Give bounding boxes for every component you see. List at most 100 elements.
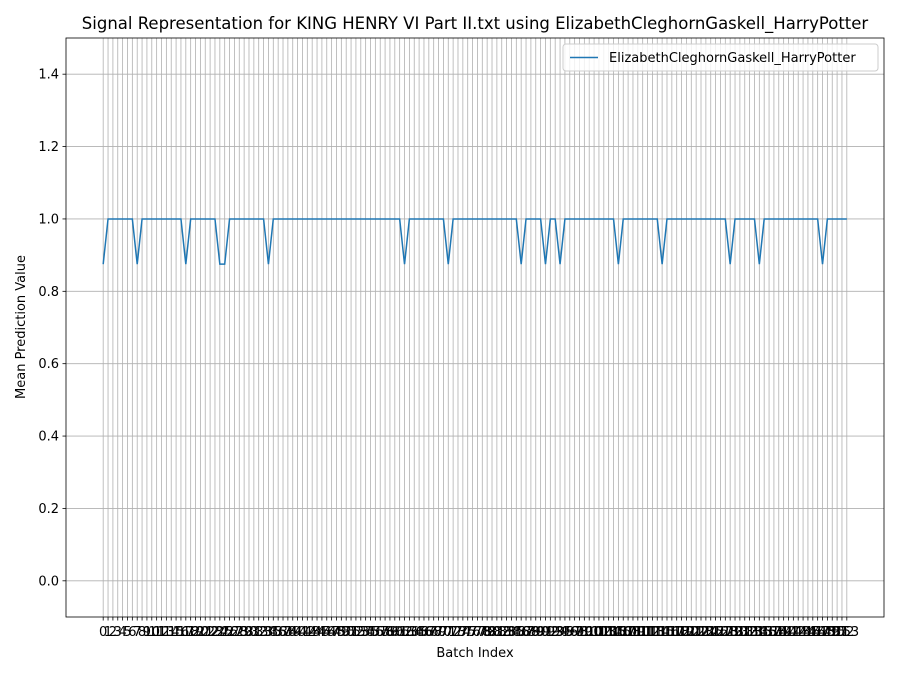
x-tick-label: 114 — [645, 625, 670, 640]
x-tick-label: 33 — [255, 625, 272, 640]
y-tick-label: 1.4 — [38, 68, 59, 83]
x-tick-label: 49 — [333, 625, 350, 640]
x-tick-label: 113 — [640, 625, 665, 640]
x-tick-label: 71 — [440, 625, 457, 640]
x-tick-label: 70 — [435, 625, 452, 640]
x-tick-label: 65 — [411, 625, 428, 640]
x-tick-label: 41 — [294, 625, 311, 640]
x-tick-label: 35 — [265, 625, 282, 640]
x-tick-label: 148 — [810, 625, 835, 640]
x-tick-label: 50 — [338, 625, 355, 640]
x-tick-label: 146 — [800, 625, 825, 640]
x-tick-label: 143 — [786, 625, 811, 640]
x-tick-label: 145 — [796, 625, 821, 640]
x-tick-label: 12 — [153, 625, 170, 640]
x-tick-label: 82 — [493, 625, 510, 640]
x-tick-label: 128 — [713, 625, 738, 640]
x-tick-label: 147 — [805, 625, 830, 640]
x-tick-label: 36 — [270, 625, 287, 640]
x-tick-label: 1 — [104, 625, 112, 640]
x-tick-label: 38 — [280, 625, 297, 640]
x-tick-label: 91 — [537, 625, 554, 640]
x-tick-label: 98 — [571, 625, 588, 640]
x-tick-label: 25 — [216, 625, 233, 640]
x-tick-label: 103 — [591, 625, 616, 640]
x-tick-label: 84 — [503, 625, 520, 640]
x-tick-label: 39 — [284, 625, 301, 640]
x-tick-label: 64 — [406, 625, 423, 640]
x-tick-label: 85 — [508, 625, 525, 640]
x-tick-label: 77 — [469, 625, 486, 640]
x-tick-label: 97 — [566, 625, 583, 640]
x-tick-label: 121 — [679, 625, 704, 640]
x-tick-label: 149 — [815, 625, 840, 640]
x-tick-label: 24 — [212, 625, 229, 640]
x-tick-label: 26 — [221, 625, 238, 640]
legend: ElizabethCleghornGaskell_HarryPotter — [562, 43, 879, 72]
x-tick-label: 100 — [577, 625, 602, 640]
x-tick-label: 67 — [421, 625, 438, 640]
x-tick-label: 130 — [723, 625, 748, 640]
x-tick-label: 47 — [323, 625, 340, 640]
x-tick-label: 52 — [348, 625, 365, 640]
x-tick-label: 63 — [401, 625, 418, 640]
x-tick-label: 45 — [314, 625, 331, 640]
legend-label: ElizabethCleghornGaskell_HarryPotter — [609, 51, 856, 66]
x-tick-label: 17 — [178, 625, 195, 640]
x-tick-label: 62 — [396, 625, 413, 640]
x-tick-label: 99 — [576, 625, 593, 640]
x-tick-label: 60 — [387, 625, 404, 640]
chart-title: Signal Representation for KING HENRY VI … — [82, 14, 869, 34]
x-tick-label: 22 — [202, 625, 219, 640]
x-tick-label: 110 — [625, 625, 650, 640]
legend-box — [562, 43, 879, 72]
y-axis-label: Mean Prediction Value — [14, 255, 29, 399]
y-tick-label: 1.0 — [38, 212, 59, 227]
x-tick-label: 132 — [732, 625, 757, 640]
x-tick-label: 18 — [182, 625, 199, 640]
x-tick-label: 151 — [825, 625, 850, 640]
x-tick-label: 55 — [362, 625, 379, 640]
x-tick-label: 140 — [771, 625, 796, 640]
x-tick-label: 105 — [601, 625, 626, 640]
x-tick-label: 3 — [114, 625, 122, 640]
x-tick-label: 21 — [197, 625, 214, 640]
x-tick-label: 142 — [781, 625, 806, 640]
x-tick-label: 94 — [552, 625, 569, 640]
x-tick-label: 44 — [309, 625, 326, 640]
y-tick-label: 0.6 — [38, 357, 59, 372]
x-tick-label: 80 — [484, 625, 501, 640]
x-tick-label: 79 — [479, 625, 496, 640]
x-tick-label: 40 — [289, 625, 306, 640]
x-tick-label: 139 — [766, 625, 791, 640]
x-tick-label: 116 — [655, 625, 680, 640]
x-tick-label: 137 — [757, 625, 782, 640]
series-line — [102, 218, 847, 265]
x-axis-label: Batch Index — [436, 646, 514, 661]
x-tick-label: 135 — [747, 625, 772, 640]
x-tick-label: 119 — [669, 625, 694, 640]
x-tick-label: 96 — [562, 625, 579, 640]
x-tick-label: 74 — [455, 625, 472, 640]
x-tick-label: 117 — [659, 625, 684, 640]
x-tick-label: 9 — [143, 625, 151, 640]
x-tick-label: 42 — [299, 625, 316, 640]
x-tick-label: 134 — [742, 625, 767, 640]
x-tick-label: 0 — [99, 625, 107, 640]
x-tick-label: 107 — [611, 625, 636, 640]
x-tick-label: 88 — [523, 625, 540, 640]
x-tick-label: 27 — [226, 625, 243, 640]
x-tick-label: 112 — [635, 625, 660, 640]
x-tick-label: 29 — [236, 625, 253, 640]
x-tick-label: 56 — [367, 625, 384, 640]
x-tick-label: 90 — [532, 625, 549, 640]
x-tick-label: 2 — [109, 625, 117, 640]
x-tick-label: 93 — [547, 625, 564, 640]
x-tick-label: 8 — [138, 625, 146, 640]
x-tick-label: 30 — [241, 625, 258, 640]
x-tick-label: 13 — [158, 625, 175, 640]
y-tick-label: 0.2 — [38, 502, 59, 517]
x-tick-label: 127 — [708, 625, 733, 640]
x-tick-label: 131 — [727, 625, 752, 640]
